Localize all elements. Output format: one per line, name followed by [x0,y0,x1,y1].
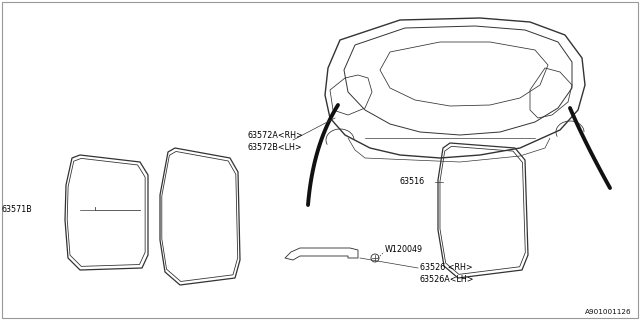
Text: 63526 <RH>: 63526 <RH> [420,263,472,273]
Text: 63526A<LH>: 63526A<LH> [420,276,474,284]
Text: 63572B<LH>: 63572B<LH> [247,143,301,153]
Text: W120049: W120049 [385,245,423,254]
Text: A901001126: A901001126 [586,309,632,315]
Text: 63571B: 63571B [2,205,33,214]
Text: 63572A<RH>: 63572A<RH> [247,132,303,140]
Text: 63516: 63516 [400,178,425,187]
